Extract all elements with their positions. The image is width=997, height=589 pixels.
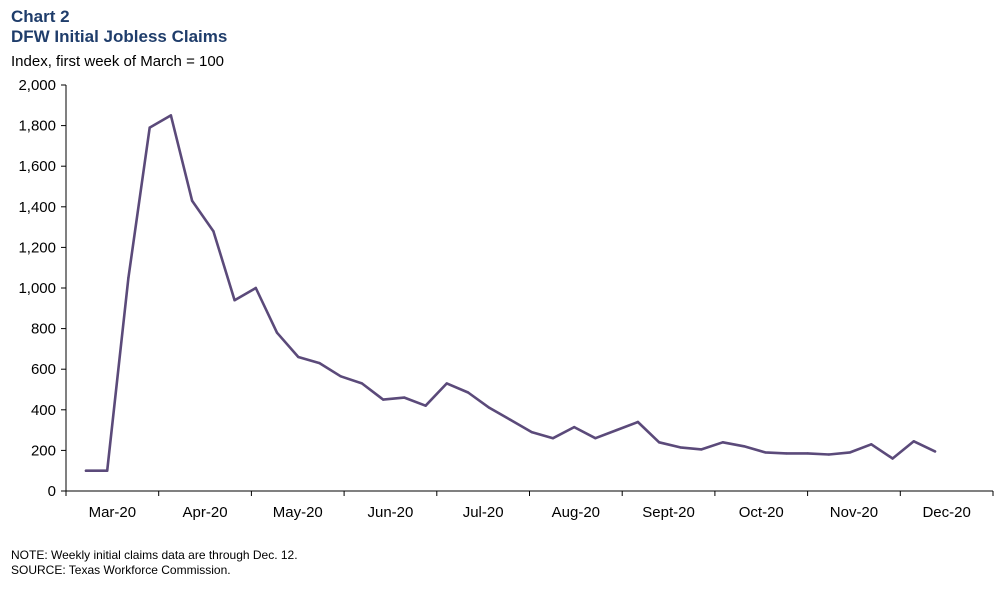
- y-tick-label: 1,600: [18, 158, 56, 175]
- y-tick-label: 400: [31, 402, 56, 419]
- data-point: [466, 391, 470, 394]
- data-point: [742, 445, 746, 448]
- x-tick-label: May-20: [273, 504, 323, 521]
- y-tick-label: 2,000: [18, 77, 56, 94]
- chart-subtitle: Index, first week of March = 100: [11, 53, 225, 70]
- series-layer: [84, 114, 937, 473]
- data-point: [403, 396, 406, 399]
- data-point: [615, 428, 618, 432]
- data-point: [870, 443, 873, 446]
- data-point: [764, 451, 767, 454]
- data-point: [424, 404, 427, 407]
- data-point: [233, 299, 236, 302]
- x-tick-label: Oct-20: [739, 504, 784, 521]
- data-point: [827, 453, 831, 456]
- data-point: [84, 469, 88, 472]
- data-point: [933, 450, 937, 453]
- footnote: NOTE: Weekly initial claims data are thr…: [11, 548, 298, 562]
- data-point: [360, 382, 364, 385]
- data-point: [275, 331, 279, 334]
- x-tick-label: Dec-20: [922, 504, 970, 521]
- y-tick-label: 1,200: [18, 239, 56, 256]
- y-tick-label: 0: [48, 483, 56, 500]
- y-axis: 0 200 400 600 800 1,000 1,200 1,400 1,600 1,800 2,…: [18, 77, 67, 500]
- x-tick-label: Jun-20: [368, 504, 414, 521]
- y-tick-label: 200: [31, 442, 56, 459]
- y-tick-label: 600: [31, 361, 56, 378]
- data-point: [212, 230, 215, 233]
- data-point: [551, 437, 555, 440]
- data-point: [254, 286, 257, 290]
- data-point: [785, 452, 788, 455]
- source-note: SOURCE: Texas Workforce Commission.: [11, 563, 231, 577]
- y-tick-label: 800: [31, 321, 56, 338]
- x-tick-label: Aug-20: [552, 504, 600, 521]
- data-point: [509, 418, 512, 422]
- data-point: [594, 437, 597, 440]
- data-point: [148, 126, 151, 129]
- data-point: [488, 406, 491, 409]
- data-point: [318, 361, 321, 365]
- x-tick-label: Jul-20: [463, 504, 504, 521]
- data-point: [190, 199, 194, 202]
- data-point: [700, 448, 703, 451]
- data-point: [297, 355, 300, 359]
- data-point: [636, 420, 640, 424]
- x-tick-label: Mar-20: [89, 504, 137, 521]
- data-point: [445, 382, 448, 385]
- x-axis: Mar-20 Apr-20 May-20 Jun-20 Jul-20 Aug-20 Sept…: [65, 490, 994, 521]
- x-tick-label: Nov-20: [830, 504, 878, 521]
- y-tick-label: 1,000: [18, 280, 56, 297]
- data-point: [721, 441, 724, 444]
- data-point: [806, 452, 809, 455]
- chart-number-label: Chart 2: [11, 7, 70, 26]
- data-point: [891, 457, 894, 460]
- y-tick-label: 1,400: [18, 199, 56, 216]
- data-point: [169, 114, 173, 117]
- data-point: [339, 375, 342, 378]
- x-tick-label: Apr-20: [183, 504, 228, 521]
- series-line: [84, 114, 937, 473]
- data-point: [530, 430, 533, 434]
- data-point: [657, 441, 661, 444]
- chart-title: DFW Initial Jobless Claims: [11, 27, 228, 46]
- data-point: [106, 469, 109, 472]
- data-point: [127, 276, 130, 280]
- data-point: [912, 440, 915, 443]
- data-point: [679, 446, 682, 449]
- data-point: [573, 425, 576, 429]
- x-tick-label: Sept-20: [642, 504, 695, 521]
- data-point: [848, 451, 852, 454]
- data-point: [382, 398, 385, 401]
- y-tick-label: 1,800: [18, 118, 56, 135]
